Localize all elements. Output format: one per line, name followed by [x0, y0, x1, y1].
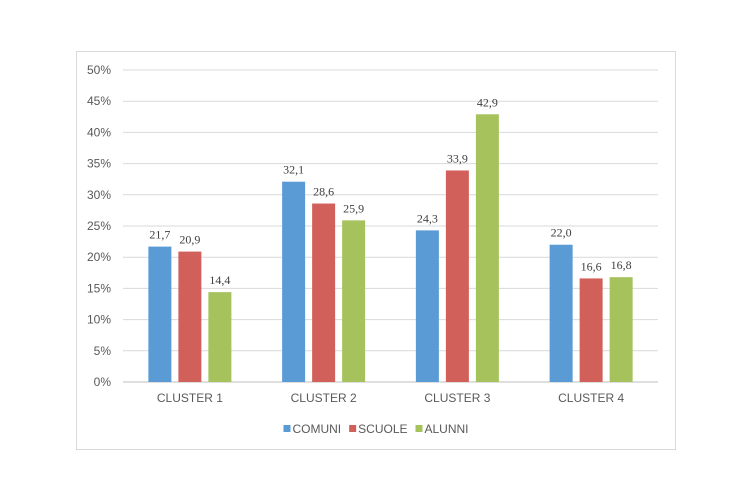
bars — [148, 114, 633, 382]
bar-scuole-3 — [445, 170, 469, 382]
data-label: 16,6 — [581, 259, 602, 273]
data-labels: 21,7 20,9 14,4 32,1 28,6 25,9 24,3 33,9 42,9 22,0… — [149, 95, 631, 287]
data-label: 32,1 — [283, 163, 304, 177]
legend-label: SCUOLE — [358, 422, 407, 436]
data-label: 28,6 — [313, 185, 334, 199]
y-tick-label: 20% — [87, 250, 111, 264]
legend-label: ALUNNI — [425, 422, 469, 436]
bar-comuni-4 — [549, 244, 573, 382]
legend-label: COMUNI — [292, 422, 341, 436]
gridlines — [123, 69, 658, 383]
bar-alunni-1 — [208, 292, 232, 382]
chart-frame — [76, 51, 676, 450]
data-label: 33,9 — [447, 151, 468, 165]
bar-scuole-2 — [312, 203, 336, 382]
y-tick-label: 45% — [87, 94, 111, 108]
y-tick-label: 30% — [87, 188, 111, 202]
legend-swatch — [349, 425, 357, 432]
bar-comuni-1 — [148, 246, 172, 382]
bar-scuole-4 — [579, 278, 603, 382]
x-category-label: CLUSTER 3 — [424, 391, 490, 405]
data-label: 20,9 — [179, 233, 200, 247]
y-tick-label: 15% — [87, 281, 111, 295]
data-label: 42,9 — [477, 95, 498, 109]
legend-item-scuole: SCUOLE — [349, 422, 408, 436]
legend: COMUNI SCUOLE ALUNNI — [283, 422, 469, 436]
data-label: 14,4 — [209, 273, 230, 287]
y-axis-ticks: 0% 5% 10% 15% 20% 25% 30% 35% 40% 45% 50% — [87, 63, 111, 389]
y-tick-label: 40% — [87, 125, 111, 139]
bar-scuole-1 — [178, 251, 202, 382]
data-label: 25,9 — [343, 201, 364, 215]
data-label: 24,3 — [417, 211, 438, 225]
y-tick-label: 35% — [87, 157, 111, 171]
x-category-label: CLUSTER 4 — [558, 391, 624, 405]
data-label: 22,0 — [551, 226, 572, 240]
legend-swatch — [415, 425, 423, 432]
data-label: 16,8 — [611, 258, 632, 272]
legend-item-alunni: ALUNNI — [415, 422, 469, 436]
bar-comuni-3 — [415, 230, 439, 382]
bar-alunni-4 — [609, 277, 633, 382]
legend-item-comuni: COMUNI — [283, 422, 341, 436]
y-tick-label: 0% — [94, 375, 112, 389]
x-category-label: CLUSTER 1 — [157, 391, 223, 405]
x-category-label: CLUSTER 2 — [291, 391, 357, 405]
y-tick-label: 25% — [87, 219, 111, 233]
bar-alunni-3 — [475, 114, 499, 382]
data-label: 21,7 — [149, 228, 170, 242]
y-tick-label: 50% — [87, 63, 111, 77]
bar-alunni-2 — [342, 220, 366, 382]
y-tick-label: 5% — [94, 344, 112, 358]
x-axis-categories: CLUSTER 1 CLUSTER 2 CLUSTER 3 CLUSTER 4 — [157, 391, 625, 405]
legend-swatch — [283, 425, 291, 432]
y-tick-label: 10% — [87, 313, 111, 327]
bar-comuni-2 — [282, 181, 306, 382]
